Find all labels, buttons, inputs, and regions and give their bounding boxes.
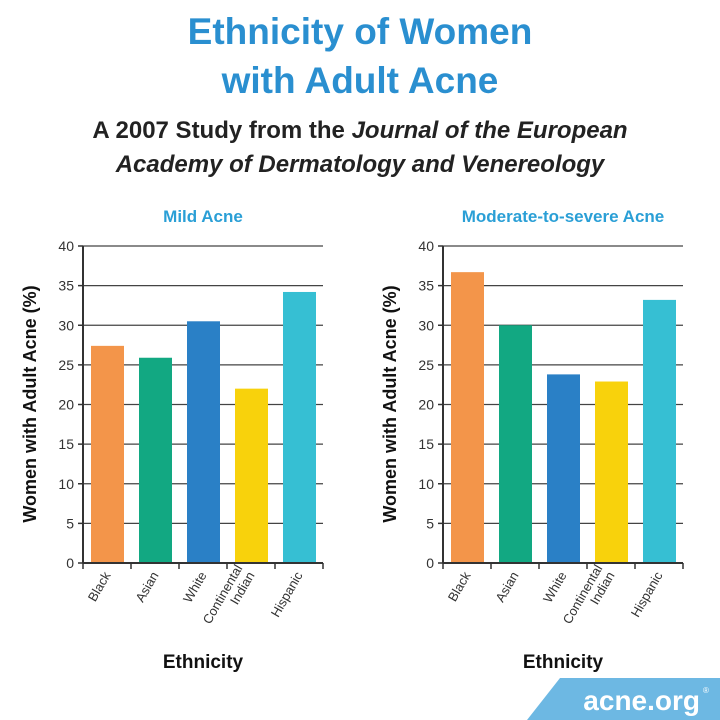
subtitle-plain: A 2007 Study from the bbox=[92, 117, 351, 144]
bar-hispanic bbox=[643, 299, 676, 563]
y-tick-label: 0 bbox=[426, 555, 434, 571]
bar-black bbox=[451, 272, 484, 563]
bar-continental-indian bbox=[235, 388, 268, 563]
y-tick-label: 35 bbox=[58, 278, 74, 294]
plot-moderate-to-severe-acne: Moderate-to-severe Acne 0 5 10 15 20 25 30 35 40 B… bbox=[380, 207, 684, 673]
y-tick-label: 35 bbox=[418, 278, 434, 294]
x-axis-label: Ethnicity bbox=[163, 652, 244, 673]
x-axis-label: Ethnicity bbox=[523, 652, 604, 673]
acne-org-logo: acne.org ® bbox=[527, 678, 720, 720]
x-tick-label: Hispanic bbox=[628, 569, 666, 620]
bar-hispanic bbox=[283, 291, 316, 563]
logo-background bbox=[527, 678, 720, 720]
y-tick-label: 0 bbox=[66, 555, 74, 571]
y-tick-label: 40 bbox=[418, 238, 434, 254]
y-tick-label: 5 bbox=[66, 515, 74, 531]
y-tick-label: 15 bbox=[58, 436, 74, 452]
plot-title: Moderate-to-severe Acne bbox=[462, 207, 665, 226]
x-tick-label: White bbox=[180, 569, 210, 605]
x-tick-label: Asian bbox=[132, 569, 161, 605]
y-tick-label: 10 bbox=[58, 476, 74, 492]
y-tick-label: 25 bbox=[58, 357, 74, 373]
x-tick-label: Hispanic bbox=[268, 569, 306, 620]
y-tick-label: 10 bbox=[418, 476, 434, 492]
bar-continental-indian bbox=[595, 381, 628, 563]
y-axis-label: Women with Adult Acne (%) bbox=[380, 285, 400, 522]
y-tick-label: 30 bbox=[58, 317, 74, 333]
logo-registered-mark: ® bbox=[703, 686, 709, 695]
plot-title: Mild Acne bbox=[163, 207, 243, 226]
bar-white bbox=[187, 321, 220, 563]
y-tick-label: 20 bbox=[58, 397, 74, 413]
x-tick-label: Asian bbox=[492, 569, 521, 605]
title-line-1: Ethnicity of Women bbox=[188, 11, 533, 52]
y-tick-label: 40 bbox=[58, 238, 74, 254]
y-tick-label: 15 bbox=[418, 436, 434, 452]
x-tick-label: White bbox=[540, 569, 570, 605]
y-axis-label: Women with Adult Acne (%) bbox=[20, 285, 40, 522]
subtitle-italic: Journal of the European bbox=[352, 117, 628, 144]
subtitle-line-1: A 2007 Study from the Journal of the Eur… bbox=[92, 117, 627, 144]
bar-asian bbox=[499, 325, 532, 563]
y-tick-label: 5 bbox=[426, 515, 434, 531]
bar-asian bbox=[139, 357, 172, 563]
y-tick-label: 30 bbox=[418, 317, 434, 333]
bar-black bbox=[91, 345, 124, 563]
title-line-2: with Adult Acne bbox=[221, 60, 499, 101]
logo-text: acne.org bbox=[583, 685, 700, 716]
x-tick-label: ContinentalIndian bbox=[200, 562, 258, 634]
bar-white bbox=[547, 374, 580, 563]
x-tick-label: Black bbox=[445, 569, 474, 604]
y-tick-label: 25 bbox=[418, 357, 434, 373]
plot-mild-acne: Mild Acne 0 5 10 15 20 25 30 35 40 Black Asian White… bbox=[20, 207, 324, 673]
x-tick-label: Black bbox=[85, 569, 114, 604]
subtitle-line-2: Academy of Dermatology and Venereology bbox=[115, 151, 606, 178]
y-tick-label: 20 bbox=[418, 397, 434, 413]
x-tick-label: ContinentalIndian bbox=[560, 562, 618, 634]
